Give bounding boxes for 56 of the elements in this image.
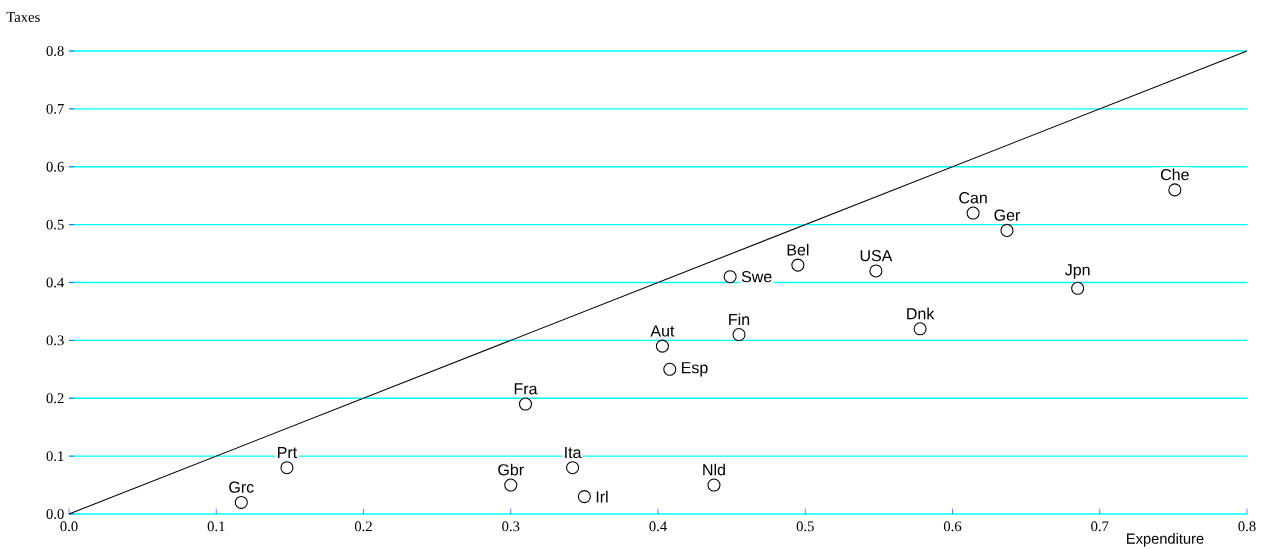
- x-tick-label: 0.5: [796, 521, 814, 532]
- annotation: Ita: [565, 446, 582, 459]
- point: [577, 490, 591, 504]
- point: [655, 339, 669, 353]
- point: [869, 264, 883, 278]
- x-tick-label: 0.4: [649, 521, 667, 532]
- x-tick-label: 0.6: [943, 521, 962, 532]
- y-tick-label: 0.4: [46, 277, 65, 288]
- x-tick-label: 0.2: [354, 521, 372, 532]
- annotation: Bel: [787, 243, 809, 256]
- y-tick-label: 0.0: [46, 509, 64, 519]
- point: [1000, 223, 1014, 237]
- point: [913, 322, 927, 336]
- point: [791, 258, 805, 272]
- x-tick-label: 0.3: [502, 521, 520, 532]
- x-tick-label: 0.8: [1238, 521, 1256, 532]
- x-axis-title: Expenditure: [1127, 533, 1204, 547]
- point: [663, 362, 677, 376]
- x-tick-label: 0.1: [207, 521, 225, 532]
- y-tick-label: 0.3: [46, 335, 64, 346]
- x-tick-label: 0.7: [1091, 521, 1109, 532]
- point: [518, 397, 533, 411]
- y-tick-label: 0.6: [46, 161, 64, 172]
- point: [1168, 183, 1182, 197]
- annotation: Fin: [729, 313, 750, 325]
- annotation: Nld: [703, 463, 725, 476]
- annotation: Can: [959, 192, 987, 204]
- point: [732, 328, 746, 342]
- point: [234, 495, 248, 509]
- point: [707, 478, 721, 492]
- point: [723, 270, 737, 284]
- annotation: Che: [1160, 168, 1189, 181]
- annotation: Ger: [994, 209, 1021, 221]
- y-tick-label: 0.2: [46, 393, 64, 404]
- x-tick-label: 0.0: [60, 521, 78, 532]
- annotation: Fra: [514, 383, 538, 395]
- point: [504, 478, 518, 492]
- annotation: Irl: [596, 490, 608, 503]
- y-tick-label: 0.5: [46, 219, 64, 230]
- y-tick-label: 0.1: [46, 451, 64, 462]
- point: [280, 461, 294, 475]
- annotation: Grc: [229, 481, 254, 493]
- annotation: Esp: [682, 362, 708, 377]
- annotation: Gbr: [498, 463, 524, 476]
- point: [966, 206, 980, 220]
- y-tick-label: 0.7: [46, 103, 64, 114]
- annotation: Swe: [741, 271, 772, 283]
- annotation: USA: [860, 250, 893, 262]
- annotation: Aut: [650, 325, 675, 337]
- point: [1071, 281, 1085, 295]
- annotation: Dnk: [907, 307, 935, 320]
- y-axis-title: Taxes: [6, 12, 40, 23]
- y-tick-label: 0.8: [46, 46, 64, 56]
- point: [566, 461, 580, 475]
- annotation: Jpn: [1065, 264, 1090, 279]
- annotation: Prt: [278, 446, 298, 459]
